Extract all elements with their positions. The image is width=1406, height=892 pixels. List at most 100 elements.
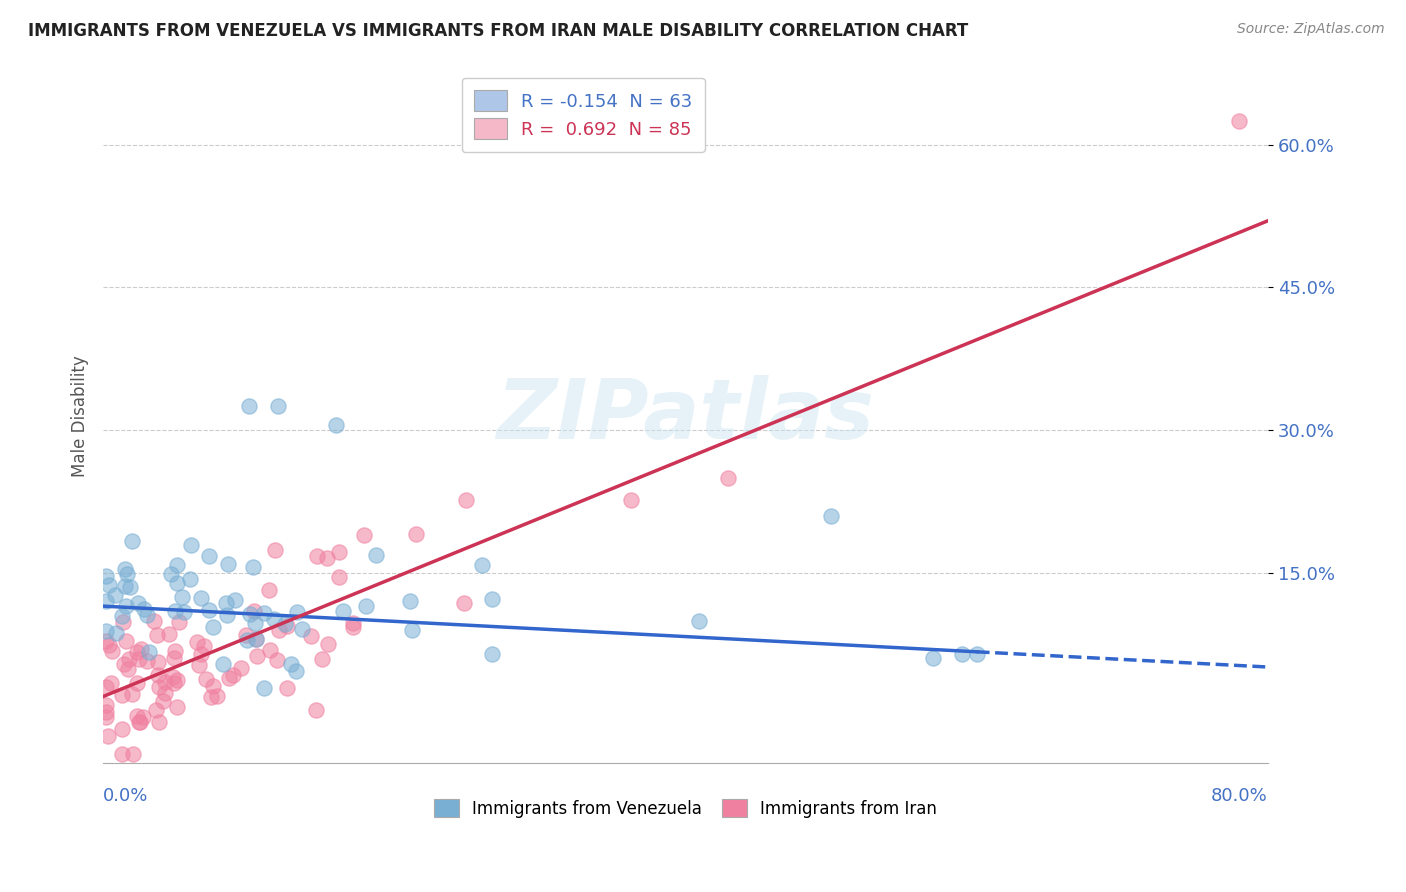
- Point: [100, 676, 122, 690]
- Point: [197, 602, 219, 616]
- Point: [274, 617, 297, 632]
- Point: [200, 690, 222, 704]
- Point: [246, 648, 269, 663]
- Point: [285, 606, 308, 620]
- Point: [165, 644, 187, 658]
- Point: [132, 710, 155, 724]
- Point: [190, 647, 212, 661]
- Point: [180, 538, 202, 552]
- Point: [146, 628, 169, 642]
- Point: [134, 602, 156, 616]
- Point: [127, 709, 149, 723]
- Point: [311, 652, 333, 666]
- Point: [217, 557, 239, 571]
- Point: [94, 633, 117, 648]
- Point: [100, 644, 122, 658]
- Point: [332, 604, 354, 618]
- Point: [328, 545, 350, 559]
- Point: [115, 567, 138, 582]
- Point: [242, 560, 264, 574]
- Point: [1227, 113, 1250, 128]
- Point: [166, 576, 188, 591]
- Point: [111, 747, 134, 761]
- Point: [157, 627, 180, 641]
- Point: [148, 680, 170, 694]
- Point: [342, 615, 364, 630]
- Point: [166, 558, 188, 573]
- Point: [194, 672, 217, 686]
- Point: [163, 603, 186, 617]
- Point: [104, 589, 127, 603]
- Point: [202, 679, 225, 693]
- Point: [179, 572, 201, 586]
- Point: [212, 657, 235, 672]
- Point: [94, 624, 117, 638]
- Point: [456, 493, 478, 508]
- Point: [162, 670, 184, 684]
- Point: [198, 549, 221, 564]
- Point: [94, 680, 117, 694]
- Point: [136, 608, 159, 623]
- Point: [136, 654, 159, 668]
- Text: ZIPatlas: ZIPatlas: [496, 376, 875, 457]
- Point: [111, 688, 134, 702]
- Point: [193, 639, 215, 653]
- Point: [235, 628, 257, 642]
- Point: [966, 647, 988, 661]
- Point: [239, 607, 262, 621]
- Point: [269, 624, 291, 638]
- Point: [111, 609, 134, 624]
- Point: [145, 703, 167, 717]
- Point: [117, 661, 139, 675]
- Point: [138, 645, 160, 659]
- Point: [215, 607, 238, 622]
- Point: [481, 648, 503, 662]
- Point: [717, 471, 740, 485]
- Point: [264, 542, 287, 557]
- Point: [121, 534, 143, 549]
- Point: [159, 567, 181, 582]
- Point: [353, 527, 375, 541]
- Point: [229, 661, 252, 675]
- Point: [146, 656, 169, 670]
- Point: [243, 615, 266, 630]
- Point: [118, 580, 141, 594]
- Text: 0.0%: 0.0%: [103, 787, 149, 805]
- Point: [285, 665, 308, 679]
- Point: [115, 599, 138, 614]
- Point: [153, 675, 176, 690]
- Point: [114, 578, 136, 592]
- Point: [201, 620, 224, 634]
- Point: [820, 508, 842, 523]
- Point: [166, 673, 188, 687]
- Point: [218, 671, 240, 685]
- Point: [114, 657, 136, 671]
- Point: [94, 698, 117, 712]
- Point: [259, 643, 281, 657]
- Point: [188, 657, 211, 672]
- Point: [190, 591, 212, 605]
- Point: [224, 592, 246, 607]
- Point: [205, 689, 228, 703]
- Point: [257, 582, 280, 597]
- Point: [315, 551, 337, 566]
- Point: [922, 651, 945, 665]
- Point: [111, 722, 134, 736]
- Point: [267, 400, 290, 414]
- Point: [299, 629, 322, 643]
- Point: [354, 599, 377, 613]
- Point: [453, 596, 475, 610]
- Point: [245, 632, 267, 646]
- Point: [97, 729, 120, 743]
- Point: [266, 653, 288, 667]
- Point: [118, 651, 141, 665]
- Point: [342, 619, 364, 633]
- Point: [471, 558, 494, 572]
- Point: [316, 637, 339, 651]
- Point: [121, 747, 143, 761]
- Point: [252, 607, 274, 621]
- Point: [143, 614, 166, 628]
- Point: [105, 626, 128, 640]
- Point: [125, 645, 148, 659]
- Legend: Immigrants from Venezuela, Immigrants from Iran: Immigrants from Venezuela, Immigrants fr…: [427, 793, 943, 824]
